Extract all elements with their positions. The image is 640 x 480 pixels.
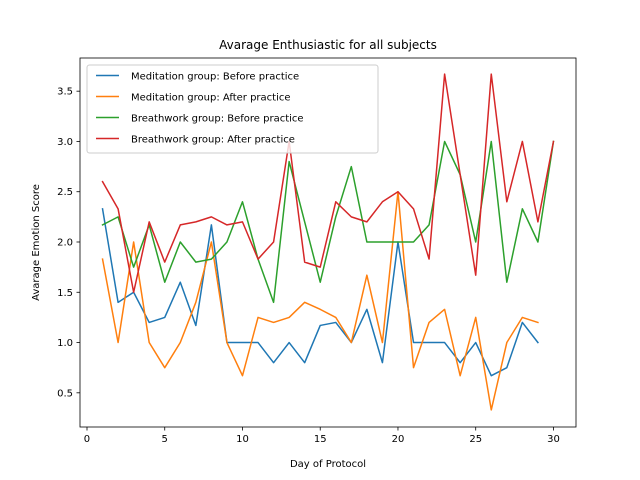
x-tick-label: 20: [392, 434, 405, 445]
y-tick-label: 1.5: [57, 288, 73, 299]
x-axis-label: Day of Protocol: [290, 459, 366, 470]
x-tick-label: 30: [547, 434, 560, 445]
legend-label-4: Breathwork group: After practice: [131, 135, 295, 146]
series-line-2: [101, 190, 539, 411]
y-axis-label: Avarage Emotion Score: [31, 184, 42, 301]
x-axis: 0 5 10 15 20 25 30: [84, 427, 560, 445]
legend-label-1: Meditation group: Before practice: [131, 72, 299, 83]
x-tick-label: 5: [162, 434, 168, 445]
y-tick-label: 2.5: [57, 187, 73, 198]
x-tick-label: 10: [236, 434, 249, 445]
series-layer: [101, 73, 555, 411]
series-line-4: [101, 73, 555, 294]
x-tick-label: 25: [469, 434, 482, 445]
y-tick-label: 2.0: [57, 237, 73, 248]
legend-box: [86, 64, 379, 154]
plot-frame: [79, 57, 577, 428]
y-tick-label: 0.5: [57, 388, 73, 399]
y-axis: 0.5 1.0 1.5 2.0 2.5 3.0 3.5: [57, 87, 80, 399]
x-tick-label: 15: [314, 434, 327, 445]
legend-label-2: Meditation group: After practice: [131, 93, 291, 104]
series-line-3: [101, 140, 555, 304]
x-tick-label: 0: [84, 434, 90, 445]
y-tick-label: 3.0: [57, 137, 73, 148]
chart-title: Avarage Enthusiastic for all subjects: [219, 38, 437, 52]
y-tick-label: 3.5: [57, 87, 73, 98]
y-tick-label: 1.0: [57, 338, 73, 349]
legend-label-3: Breathwork group: Before practice: [131, 114, 304, 125]
legend: Meditation group: Before practice Meditat…: [86, 64, 379, 154]
